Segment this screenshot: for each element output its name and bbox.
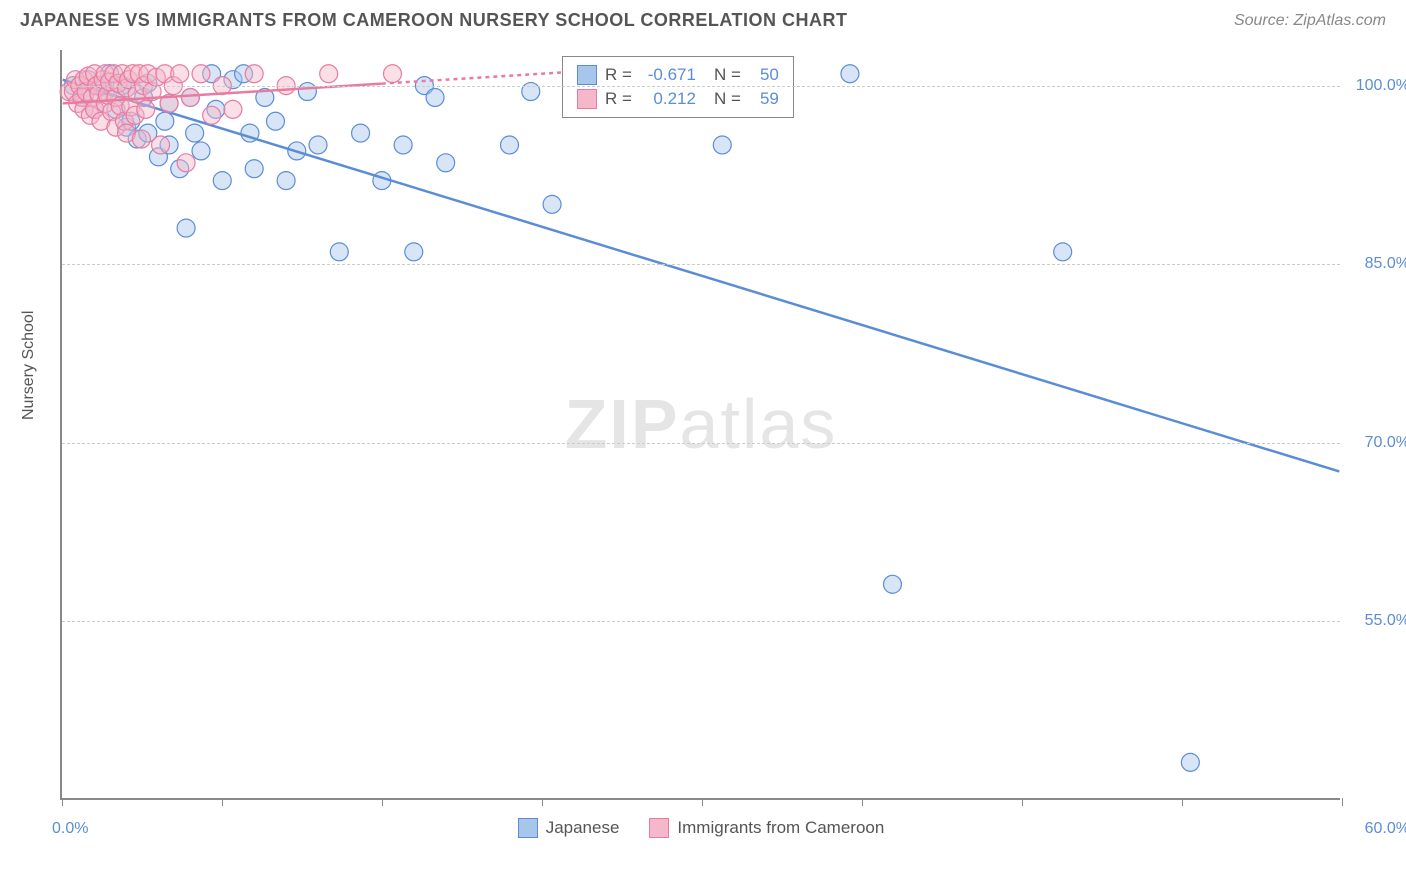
data-point [330, 243, 348, 261]
data-point [245, 65, 263, 83]
legend-n-label: N = [714, 89, 741, 109]
y-tick-label: 100.0% [1356, 77, 1406, 95]
data-point [309, 136, 327, 154]
data-point [171, 65, 189, 83]
legend-n-value: 59 [749, 89, 779, 109]
data-point [437, 154, 455, 172]
bottom-legend: Japanese Immigrants from Cameroon [62, 818, 1340, 838]
x-tick [1342, 798, 1343, 806]
chart-container: JAPANESE VS IMMIGRANTS FROM CAMEROON NUR… [0, 0, 1406, 892]
data-point [152, 136, 170, 154]
legend-r-value: -0.671 [640, 65, 696, 85]
source-label: Source: ZipAtlas.com [1234, 12, 1386, 30]
legend-swatch [577, 65, 597, 85]
x-tick [702, 798, 703, 806]
data-point [277, 172, 295, 190]
data-point [394, 136, 412, 154]
legend-swatch [577, 89, 597, 109]
bottom-legend-item-japanese: Japanese [518, 818, 620, 838]
plot-area: ZIPatlas R =-0.671N =50R =0.212N =59 Jap… [60, 50, 1340, 800]
data-point [884, 575, 902, 593]
data-point [543, 195, 561, 213]
data-point [177, 154, 195, 172]
data-point [841, 65, 859, 83]
bottom-legend-item-cameroon: Immigrants from Cameroon [649, 818, 884, 838]
x-tick [862, 798, 863, 806]
data-point [224, 100, 242, 118]
data-point [245, 160, 263, 178]
bottom-legend-label: Immigrants from Cameroon [677, 818, 884, 838]
data-point [426, 89, 444, 107]
gridline [62, 86, 1340, 87]
trendline [63, 80, 1340, 472]
x-tick [542, 798, 543, 806]
x-tick [382, 798, 383, 806]
data-point [320, 65, 338, 83]
data-point [266, 112, 284, 130]
data-point [192, 142, 210, 160]
y-axis-label: Nursery School [20, 311, 38, 420]
legend-row: R = 0.212 N = 59 [577, 87, 779, 111]
chart-svg [62, 50, 1340, 798]
bottom-legend-label: Japanese [546, 818, 620, 838]
legend-r-label: R = [605, 89, 632, 109]
data-point [192, 65, 210, 83]
data-point [713, 136, 731, 154]
data-point [177, 219, 195, 237]
y-tick-label: 70.0% [1365, 434, 1406, 452]
chart-title: JAPANESE VS IMMIGRANTS FROM CAMEROON NUR… [20, 10, 848, 31]
x-tick-label: 60.0% [1365, 820, 1406, 838]
x-tick-label: 0.0% [52, 820, 88, 838]
x-tick [1182, 798, 1183, 806]
data-point [203, 106, 221, 124]
data-point [181, 89, 199, 107]
legend-r-label: R = [605, 65, 632, 85]
legend-box: R = -0.671 N = 50 R = 0.212 N = 59 [562, 56, 794, 118]
legend-n-label: N = [714, 65, 741, 85]
legend-swatch-cameroon [649, 818, 669, 838]
x-tick [1022, 798, 1023, 806]
data-point [137, 100, 155, 118]
data-point [186, 124, 204, 142]
data-point [1181, 753, 1199, 771]
header: JAPANESE VS IMMIGRANTS FROM CAMEROON NUR… [0, 0, 1406, 36]
gridline [62, 264, 1340, 265]
legend-r-value: 0.212 [640, 89, 696, 109]
legend-swatch-japanese [518, 818, 538, 838]
data-point [352, 124, 370, 142]
data-point [1054, 243, 1072, 261]
legend-row: R = -0.671 N = 50 [577, 63, 779, 87]
data-point [501, 136, 519, 154]
y-tick-label: 55.0% [1365, 612, 1406, 630]
data-point [213, 172, 231, 190]
data-point [156, 112, 174, 130]
data-point [132, 130, 150, 148]
data-point [405, 243, 423, 261]
x-tick [222, 798, 223, 806]
legend-n-value: 50 [749, 65, 779, 85]
gridline [62, 443, 1340, 444]
data-point [384, 65, 402, 83]
gridline [62, 621, 1340, 622]
y-tick-label: 85.0% [1365, 255, 1406, 273]
x-tick [62, 798, 63, 806]
